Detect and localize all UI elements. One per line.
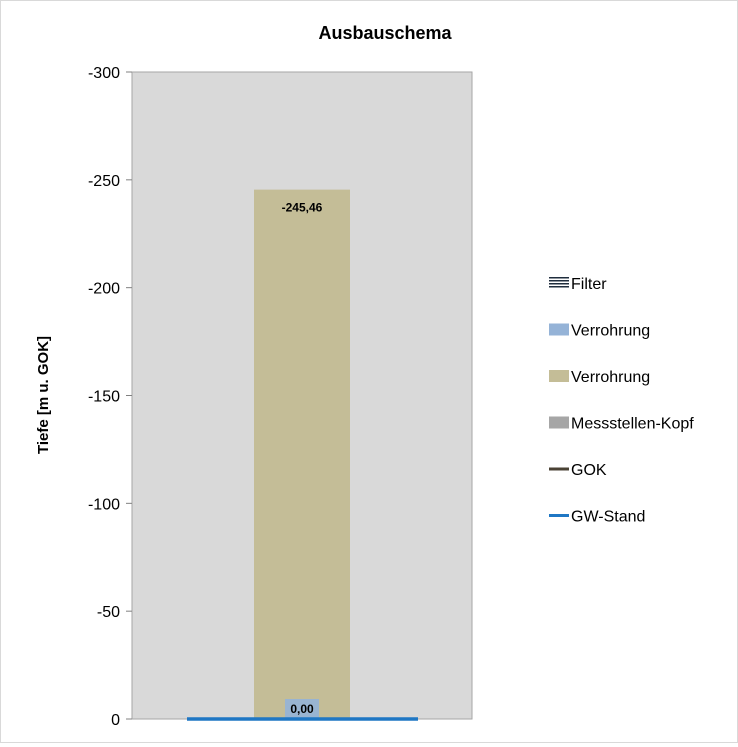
legend-swatch-bar [549,416,569,429]
y-tick-label: -250 [88,173,120,190]
legend-swatch-bar [549,277,569,289]
legend-swatch-bar [549,323,569,336]
chart-title: Ausbauschema [318,23,452,43]
bar-messstellen-kopf [285,699,319,719]
data-label-messstellen-kopf: 0,00 [290,702,314,716]
legend-label: Filter [571,276,607,293]
y-axis-label: Tiefe [m u. GOK] [35,336,52,454]
plot-area: -300 -250 -200 -150 -100 -50 0 -245,46 0,00 [88,65,473,729]
legend-swatch-bar [549,370,569,382]
legend-label: Verrohrung [571,323,650,340]
y-tick-label: -300 [88,65,120,82]
y-tick-label: -150 [88,389,120,406]
legend-label: GOK [571,462,607,479]
y-tick-label: -200 [88,281,120,298]
legend-label: GW-Stand [571,509,645,526]
y-tick-label: -50 [97,604,120,621]
legend: Filter Verrohrung Verrohrung Messstellen-Ko… [549,276,694,526]
legend-label: Messstellen-Kopf [571,416,694,433]
bar-verrohrung-tan [254,189,350,719]
legend-label: Verrohrung [571,369,650,386]
data-label-verrohrung: -245,46 [282,201,323,215]
y-tick-label: 0 [111,712,120,729]
y-tick-label: -100 [88,496,120,513]
